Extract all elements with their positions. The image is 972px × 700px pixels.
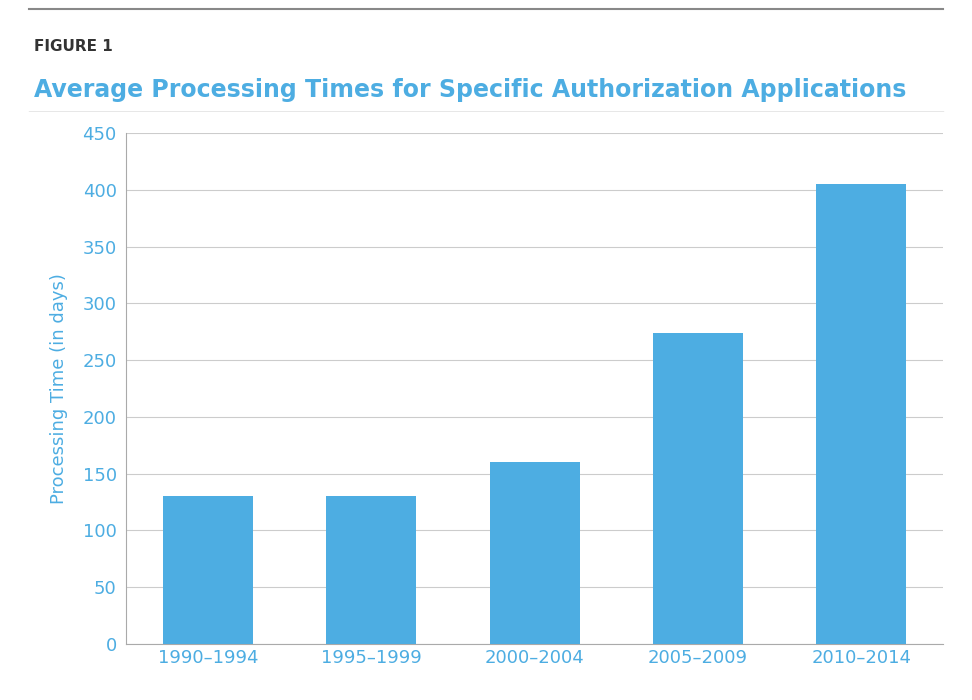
Bar	[163, 496, 253, 644]
Y-axis label: Processing Time (in days): Processing Time (in days)	[51, 273, 68, 504]
Bar	[490, 462, 579, 644]
Text: FIGURE 1: FIGURE 1	[34, 39, 113, 54]
Bar	[327, 496, 416, 644]
Bar	[816, 184, 906, 644]
Bar	[653, 333, 743, 644]
Text: Average Processing Times for Specific Authorization Applications: Average Processing Times for Specific Au…	[34, 78, 907, 102]
